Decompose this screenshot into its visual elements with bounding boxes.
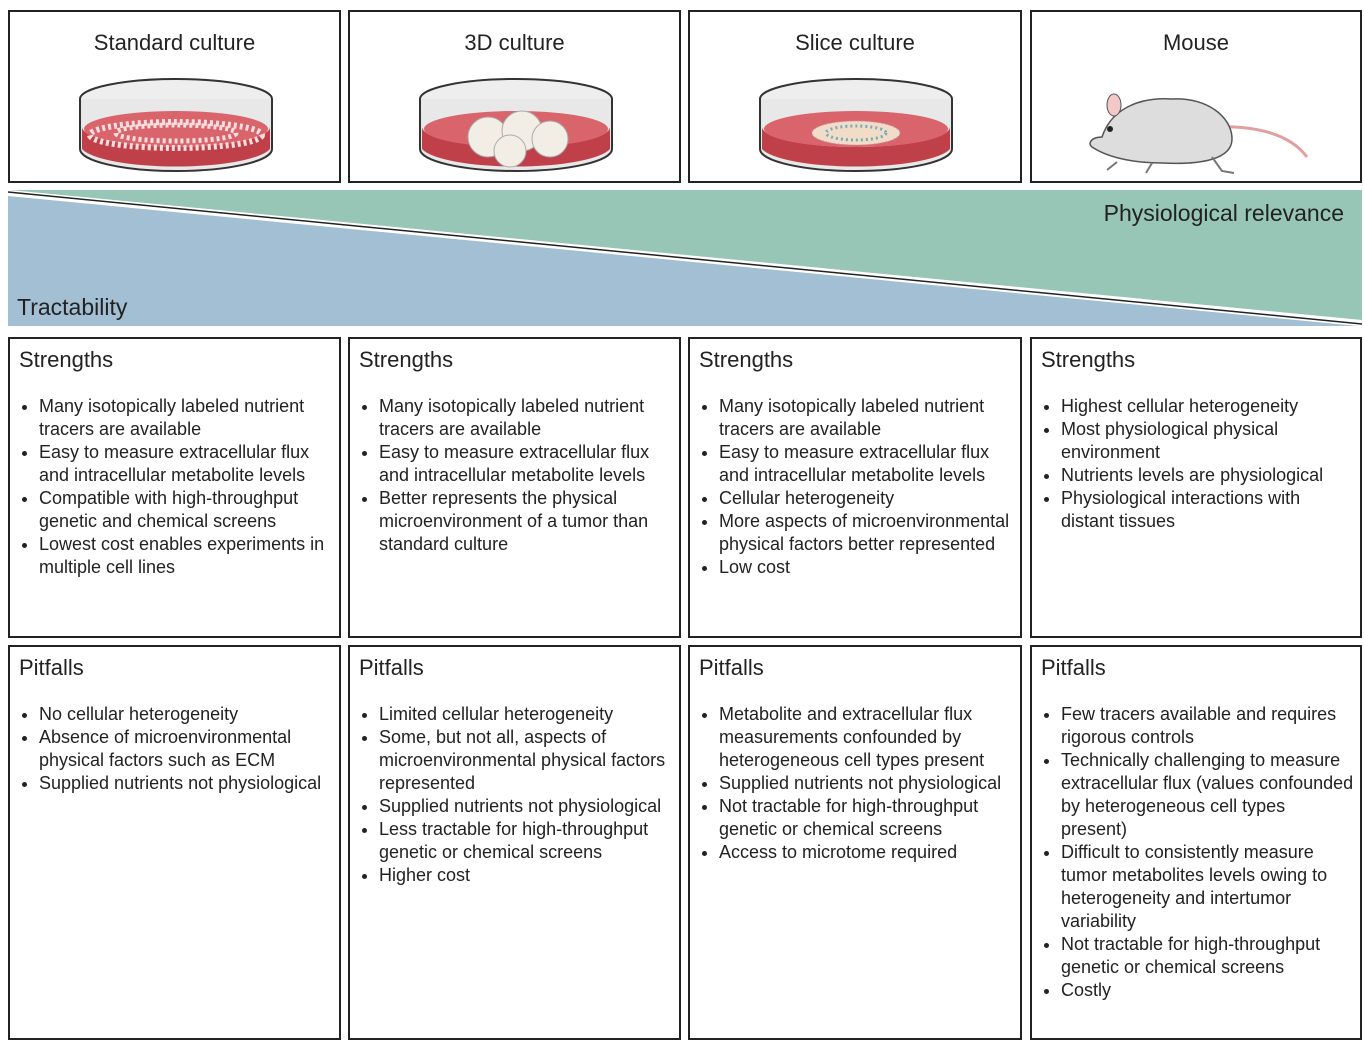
pitfalls-list: No cellular heterogeneityAbsence of micr… — [20, 703, 335, 795]
bullet-item: Higher cost — [379, 864, 675, 887]
model-title: Standard culture — [93, 30, 256, 55]
dish-illustration — [419, 78, 613, 172]
bullet-item: Most physiological physical environment — [1061, 418, 1356, 464]
model-panel: Slice culture — [688, 10, 1022, 183]
bullet-item: More aspects of microenvironmental physi… — [719, 510, 1016, 556]
bullet-item: Supplied nutrients not physiological — [39, 772, 335, 795]
pitfalls-panel: Pitfalls No cellular heterogeneityAbsence… — [8, 645, 341, 1040]
strengths-list: Many isotopically labeled nutrient trace… — [360, 395, 675, 556]
bullet-item: Physiological interactions with distant … — [1061, 487, 1356, 533]
bullet-item: Metabolite and extracellular flux measur… — [719, 703, 1016, 772]
bullet-item: Difficult to consistently measure tumor … — [1061, 841, 1356, 933]
bullet-item: Absence of microenvironmental physical f… — [39, 726, 335, 772]
strengths-panel: Strengths Many isotopically labeled nutri… — [8, 337, 341, 638]
model-title: Mouse — [1162, 30, 1230, 55]
dish-illustration — [759, 78, 953, 172]
bullet-item: Low cost — [719, 556, 1016, 579]
bullet-item: Access to microtome required — [719, 841, 1016, 864]
model-title: Slice culture — [795, 30, 915, 55]
bullet-item: Supplied nutrients not physiological — [379, 795, 675, 818]
bullet-item: Cellular heterogeneity — [719, 487, 1016, 510]
strengths-panel: Strengths Many isotopically labeled nutri… — [348, 337, 681, 638]
bullet-item: Less tractable for high-throughput genet… — [379, 818, 675, 864]
dish-illustration — [79, 78, 273, 172]
strengths-panel: Strengths Many isotopically labeled nutri… — [688, 337, 1022, 638]
bullet-item: Not tractable for high-throughput geneti… — [719, 795, 1016, 841]
section-heading: Strengths — [1041, 347, 1136, 372]
banner-label: Tractability — [17, 294, 128, 320]
model-title: 3D culture — [464, 30, 565, 55]
bullet-item: Better represents the physical microenvi… — [379, 487, 675, 556]
pitfalls-panel: Pitfalls Few tracers available and requir… — [1030, 645, 1362, 1040]
strengths-list: Highest cellular heterogeneityMost physi… — [1042, 395, 1356, 533]
bullet-item: Limited cellular heterogeneity — [379, 703, 675, 726]
bullet-item: Not tractable for high-throughput geneti… — [1061, 933, 1356, 979]
bullet-item: Costly — [1061, 979, 1356, 1002]
bullet-item: Many isotopically labeled nutrient trace… — [719, 395, 1016, 441]
bullet-item: No cellular heterogeneity — [39, 703, 335, 726]
section-heading: Strengths — [359, 347, 454, 372]
model-panel: 3D culture — [348, 10, 681, 183]
gradient-banner — [7, 190, 1363, 326]
bullet-item: Nutrients levels are physiological — [1061, 464, 1356, 487]
bullet-item: Highest cellular heterogeneity — [1061, 395, 1356, 418]
strengths-list: Many isotopically labeled nutrient trace… — [20, 395, 335, 579]
section-heading: Pitfalls — [19, 655, 84, 680]
section-heading: Strengths — [699, 347, 794, 372]
section-heading: Pitfalls — [1041, 655, 1106, 680]
bullet-item: Supplied nutrients not physiological — [719, 772, 1016, 795]
pitfalls-panel: Pitfalls Limited cellular heterogeneitySo… — [348, 645, 681, 1040]
section-heading: Pitfalls — [359, 655, 424, 680]
model-panel: Mouse — [1030, 10, 1362, 183]
bullet-item: Few tracers available and requires rigor… — [1061, 703, 1356, 749]
model-panel: Standard culture — [8, 10, 341, 183]
bullet-item: Many isotopically labeled nutrient trace… — [379, 395, 675, 441]
pitfalls-list: Few tracers available and requires rigor… — [1042, 703, 1356, 1002]
pitfalls-panel: Pitfalls Metabolite and extracellular flu… — [688, 645, 1022, 1040]
bullet-item: Some, but not all, aspects of microenvir… — [379, 726, 675, 795]
pitfalls-list: Limited cellular heterogeneitySome, but … — [360, 703, 675, 887]
bullet-item: Technically challenging to measure extra… — [1061, 749, 1356, 841]
bullet-item: Lowest cost enables experiments in multi… — [39, 533, 335, 579]
mouse-illustration — [1089, 93, 1309, 174]
bullet-item: Many isotopically labeled nutrient trace… — [39, 395, 335, 441]
strengths-list: Many isotopically labeled nutrient trace… — [700, 395, 1016, 579]
pitfalls-list: Metabolite and extracellular flux measur… — [700, 703, 1016, 864]
bullet-item: Compatible with high-throughput genetic … — [39, 487, 335, 533]
bullet-item: Easy to measure extracellular flux and i… — [379, 441, 675, 487]
banner-label: Physiological relevance — [1103, 200, 1344, 226]
strengths-panel: Strengths Highest cellular heterogeneityM… — [1030, 337, 1362, 638]
section-heading: Pitfalls — [699, 655, 764, 680]
bullet-item: Easy to measure extracellular flux and i… — [39, 441, 335, 487]
bullet-item: Easy to measure extracellular flux and i… — [719, 441, 1016, 487]
section-heading: Strengths — [19, 347, 114, 372]
